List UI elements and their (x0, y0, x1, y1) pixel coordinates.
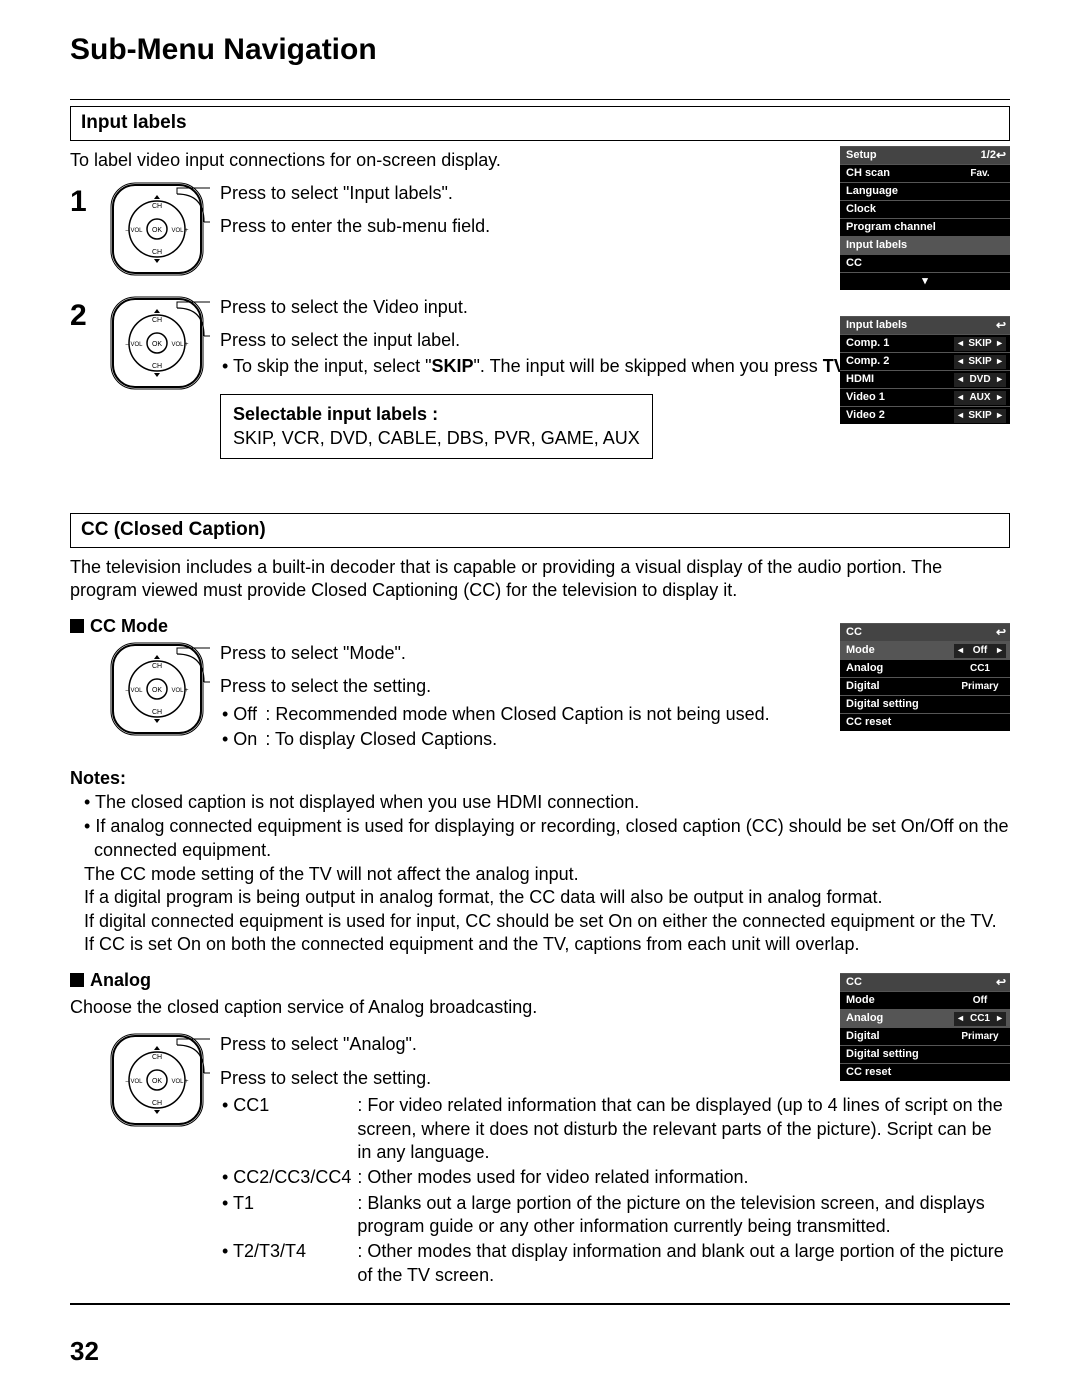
arrow-right-icon: ► (993, 1013, 1006, 1025)
arrow-left-icon: ◄ (954, 645, 967, 657)
osd-item: CC (844, 256, 1006, 270)
note-sub-item: If digital connected equipment is used f… (84, 910, 1010, 933)
return-icon: ↩ (996, 625, 1006, 641)
arrow-right-icon: ► (993, 374, 1006, 386)
notes-list: The closed caption is not displayed when… (70, 791, 1010, 862)
section-input-labels: Input labels (70, 106, 1010, 141)
analog-options-table: • CC1: For video related information tha… (220, 1092, 1010, 1289)
arrow-left-icon: ◄ (954, 1013, 967, 1025)
cc-mode-options: • Off: Recommended mode when Closed Capt… (220, 701, 778, 754)
osd-item: Digital (844, 1029, 954, 1043)
arrow-left-icon: ◄ (954, 338, 967, 350)
arrow-left-icon: ◄ (954, 410, 967, 422)
osd-item: CC reset (844, 715, 1006, 729)
osd-title: CC (844, 975, 996, 989)
notes-sub: The CC mode setting of the TV will not a… (70, 863, 1010, 957)
box-title: Selectable input labels : (233, 403, 640, 426)
note-item: If analog connected equipment is used fo… (84, 815, 1010, 862)
osd-val: Primary (954, 680, 1006, 693)
scroll-down-icon: ▾ (922, 274, 928, 288)
page-title: Sub-Menu Navigation (70, 30, 1010, 69)
bottom-divider (70, 1303, 1010, 1305)
osd-item: Video 2 (844, 408, 954, 422)
osd-title: Input labels (844, 318, 996, 332)
osd-item: Input labels (844, 238, 1006, 252)
osd-item: Comp. 2 (844, 354, 954, 368)
box-text: SKIP, VCR, DVD, CABLE, DBS, PVR, GAME, A… (233, 427, 640, 450)
section-cc: CC (Closed Caption) (70, 513, 1010, 548)
divider (70, 99, 1010, 100)
note-sub-item: If CC is set On on both the connected eq… (84, 933, 1010, 956)
osd-item: CC reset (844, 1065, 1006, 1079)
osd-val: Primary (954, 1030, 1006, 1043)
osd-input-labels-menu: Input labels↩ Comp. 1◄SKIP► Comp. 2◄SKIP… (840, 316, 1010, 424)
remote-diagram (110, 182, 210, 282)
step-number: 2 (70, 296, 110, 335)
osd-val: SKIP (968, 355, 991, 368)
osd-item: HDMI (844, 372, 954, 386)
notes-heading: Notes: (70, 767, 1010, 790)
osd-item: Video 1 (844, 390, 954, 404)
osd-item: Clock (844, 202, 1006, 216)
osd-item: Language (844, 184, 1006, 198)
osd-item: Analog (844, 1011, 954, 1025)
osd-item: Mode (844, 993, 954, 1007)
return-icon: ↩ (996, 148, 1006, 164)
osd-item: Digital setting (844, 1047, 1006, 1061)
note-item: The closed caption is not displayed when… (84, 791, 1010, 814)
arrow-right-icon: ► (993, 392, 1006, 404)
osd-val: Off (954, 994, 1006, 1007)
osd-title: Setup (844, 148, 981, 162)
osd-item: CH scan (844, 166, 954, 180)
osd-val: SKIP (968, 337, 991, 350)
arrow-left-icon: ◄ (954, 374, 967, 386)
remote-diagram (110, 1033, 210, 1133)
remote-diagram (110, 642, 210, 742)
osd-val: CC1 (954, 662, 1006, 675)
osd-item: Comp. 1 (844, 336, 954, 350)
arrow-left-icon: ◄ (954, 356, 967, 368)
osd-item: Mode (844, 643, 954, 657)
osd-item: Digital setting (844, 697, 1006, 711)
osd-item: Digital (844, 679, 954, 693)
osd-val: Off (973, 644, 987, 657)
osd-cc-menu-2: CC↩ ModeOff Analog◄CC1► DigitalPrimary D… (840, 973, 1010, 1081)
arrow-right-icon: ► (993, 338, 1006, 350)
osd-val: Fav. (954, 167, 1006, 180)
arrow-left-icon: ◄ (954, 392, 967, 404)
arrow-right-icon: ► (993, 410, 1006, 422)
osd-page: 1/2 (981, 148, 996, 162)
osd-item: Analog (844, 661, 954, 675)
note-sub-item: The CC mode setting of the TV will not a… (84, 863, 1010, 886)
arrow-right-icon: ► (993, 645, 1006, 657)
osd-val: SKIP (968, 409, 991, 422)
osd-item: Program channel (844, 220, 1006, 234)
step-number: 1 (70, 182, 110, 221)
osd-val: AUX (969, 391, 990, 404)
return-icon: ↩ (996, 318, 1006, 334)
page-number: 32 (70, 1335, 1010, 1369)
return-icon: ↩ (996, 975, 1006, 991)
arrow-right-icon: ► (993, 356, 1006, 368)
osd-title: CC (844, 625, 996, 639)
osd-setup-menu: Setup1/2↩ CH scanFav. Language Clock Pro… (840, 146, 1010, 290)
osd-val: CC1 (970, 1012, 990, 1025)
cc-desc: The television includes a built-in decod… (70, 556, 1010, 603)
selectable-labels-box: Selectable input labels : SKIP, VCR, DVD… (220, 394, 653, 459)
osd-val: DVD (969, 373, 990, 386)
remote-diagram (110, 296, 210, 396)
note-sub-item: If a digital program is being output in … (84, 886, 1010, 909)
osd-cc-menu-1: CC↩ Mode◄ Off ► AnalogCC1 DigitalPrimary D… (840, 623, 1010, 731)
